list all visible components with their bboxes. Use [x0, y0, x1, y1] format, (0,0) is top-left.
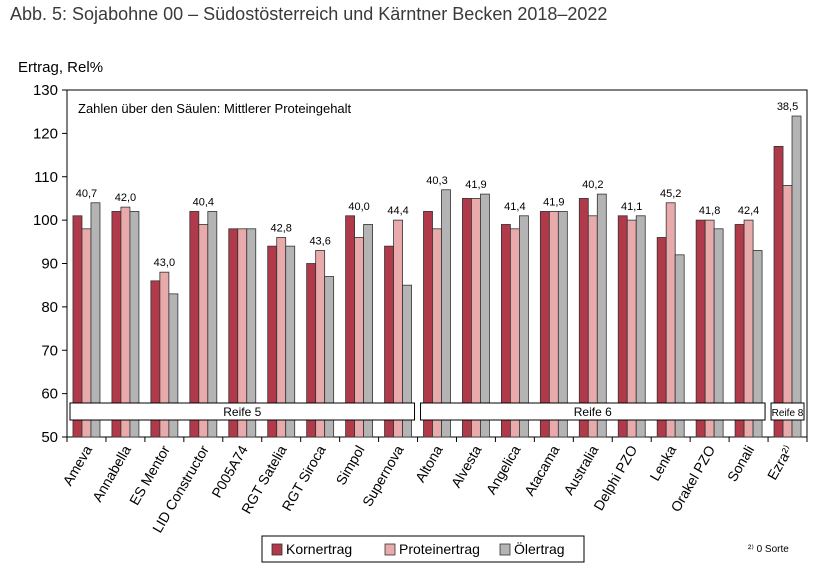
category-label: Ameva	[59, 442, 95, 488]
category-label: Atacama	[521, 442, 563, 498]
data-label: 42,4	[738, 205, 759, 217]
data-label: 40,2	[582, 179, 603, 191]
y-tick-label: 110	[34, 169, 58, 186]
bar	[246, 228, 257, 438]
maturity-group-box	[420, 402, 766, 421]
y-axis-label: Ertrag, Rel%	[18, 59, 103, 76]
data-label: 41,8	[699, 205, 720, 217]
bar	[518, 215, 529, 438]
bar	[782, 185, 793, 438]
bar	[402, 284, 412, 438]
legend-swatch	[384, 543, 396, 556]
maturity-group-label: Reife 6	[574, 405, 612, 419]
bar	[363, 224, 374, 438]
bar	[557, 211, 568, 438]
category-label: P005A74	[208, 442, 251, 500]
category-label: Ezra²⁾	[764, 443, 796, 483]
data-label: 45,2	[660, 188, 681, 200]
y-tick-label: 90	[41, 256, 58, 273]
category-label: Lenka	[646, 442, 679, 483]
data-label: 42,8	[270, 222, 291, 234]
bar	[578, 198, 589, 438]
category-label: Angelica	[483, 442, 524, 497]
bar	[129, 211, 140, 438]
data-label: 40,3	[426, 175, 447, 187]
category-label: Alvesta	[448, 442, 485, 490]
data-label: 41,1	[621, 201, 642, 213]
bar	[480, 193, 490, 438]
bar	[90, 202, 101, 438]
data-label: 38,5	[777, 101, 798, 113]
bar	[713, 228, 724, 438]
legend-label: Proteinertrag	[399, 541, 480, 557]
bar	[665, 202, 676, 438]
footnote: ²⁾ 0 Sorte	[748, 544, 789, 555]
legend-swatch	[271, 543, 283, 556]
y-tick-label: 70	[41, 342, 58, 359]
y-tick-label: 130	[33, 82, 58, 99]
bar	[324, 276, 335, 438]
category-label: Sonali	[724, 443, 757, 485]
y-tick-label: 80	[41, 299, 58, 316]
data-label: 42,0	[115, 192, 136, 204]
category-label: Australia	[560, 442, 601, 497]
bar	[285, 245, 296, 438]
bar	[791, 115, 802, 438]
legend-box	[261, 535, 585, 563]
y-tick-label: 60	[41, 386, 58, 403]
category-label: Simpol	[332, 443, 367, 488]
bar	[207, 211, 218, 438]
legend-label: Kornertrag	[286, 541, 352, 557]
data-label: 43,0	[154, 257, 175, 269]
legend-swatch	[499, 543, 511, 556]
bar	[773, 145, 784, 438]
bar	[674, 254, 685, 438]
data-label: 41,4	[504, 201, 525, 213]
chart-title: Abb. 5: Sojabohne 00 – Südostösterreich …	[10, 4, 608, 24]
data-label: 40,4	[193, 196, 214, 208]
data-label: 40,0	[348, 201, 369, 213]
legend-label: Ölertrag	[514, 540, 565, 557]
maturity-group-box	[770, 402, 805, 421]
bars-layer	[72, 115, 802, 438]
category-label: Altona	[412, 442, 446, 485]
maturity-group-label: Reife 5	[223, 405, 261, 419]
data-label: 43,6	[309, 235, 330, 247]
data-label: 41,9	[465, 179, 486, 191]
category-label: Annabella	[89, 442, 134, 504]
y-tick-label: 120	[33, 125, 58, 142]
bar	[441, 189, 451, 438]
maturity-group-label: Reife 8	[772, 408, 804, 419]
annotation: Zahlen über den Säulen: Mittlerer Protei…	[78, 101, 352, 116]
data-label: 41,9	[543, 196, 564, 208]
bar	[471, 198, 481, 438]
bar	[462, 198, 472, 438]
bar	[752, 250, 763, 438]
bar	[635, 215, 646, 438]
y-tick-label: 50	[41, 429, 58, 446]
bar	[596, 193, 607, 438]
data-label: 44,4	[387, 205, 408, 217]
maturity-group-box	[69, 402, 416, 421]
bar	[168, 293, 179, 438]
data-label: 40,7	[76, 188, 97, 200]
legend-layer: Kornertrag Proteinertrag Ölertrag	[261, 535, 585, 563]
y-tick-label: 100	[33, 212, 58, 229]
